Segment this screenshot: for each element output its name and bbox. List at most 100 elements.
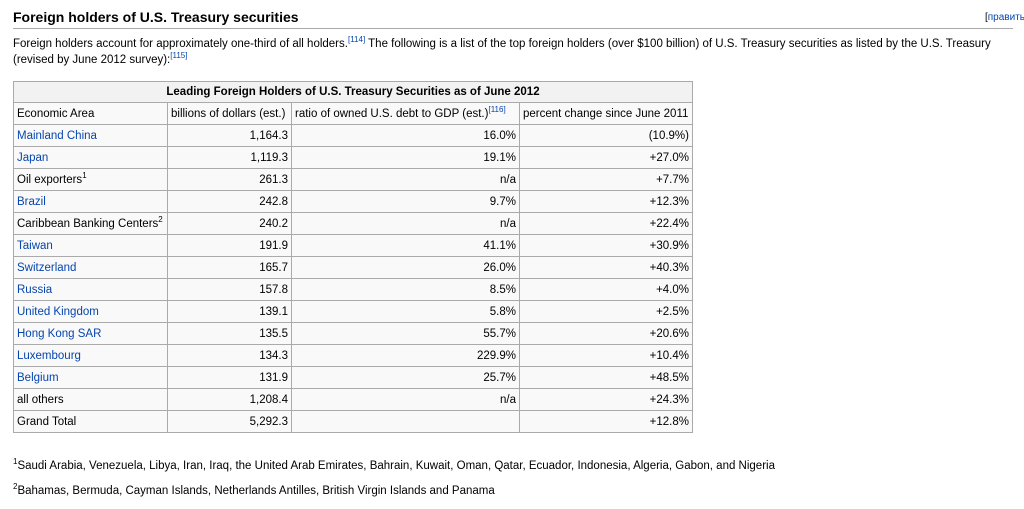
cell-percent-change: +24.3% [519, 388, 693, 411]
footnote-2: 2Bahamas, Bermuda, Cayman Islands, Nethe… [13, 482, 495, 497]
header-economic-area: Economic Area [13, 102, 168, 125]
footnote-1: 1Saudi Arabia, Venezuela, Libya, Iran, I… [13, 457, 775, 472]
table-row-russia: Russia 157.8 8.5% +4.0% [13, 278, 693, 301]
table-row-grand-total: Grand Total 5,292.3 +12.8% [13, 410, 693, 433]
cell-economic-area[interactable]: Belgium [13, 366, 168, 389]
cell-economic-area[interactable]: Switzerland [13, 256, 168, 279]
cell-economic-area[interactable]: Russia [13, 278, 168, 301]
header-ratio: ratio of owned U.S. debt to GDP (est.)[1… [291, 102, 520, 125]
footnote-marker: 2 [158, 214, 163, 224]
cell-billions: 242.8 [167, 190, 292, 213]
footnote-1-text: Saudi Arabia, Venezuela, Libya, Iran, Ir… [17, 460, 775, 472]
intro-paragraph: Foreign holders account for approximatel… [13, 36, 1019, 68]
cell-ratio: 26.0% [291, 256, 520, 279]
edit-section-link[interactable]: [править [984, 12, 1024, 23]
treasury-holders-table: Leading Foreign Holders of U.S. Treasury… [13, 81, 693, 433]
table-row-luxembourg: Luxembourg 134.3 229.9% +10.4% [13, 344, 693, 367]
cell-percent-change: +22.4% [519, 212, 693, 235]
table-caption: Leading Foreign Holders of U.S. Treasury… [13, 81, 693, 103]
cell-billions: 261.3 [167, 168, 292, 191]
cell-economic-area[interactable]: Brazil [13, 190, 168, 213]
cell-economic-area: all others [13, 388, 168, 411]
area-link-taiwan[interactable]: Taiwan [17, 239, 53, 252]
cell-percent-change: +30.9% [519, 234, 693, 257]
cell-economic-area: Grand Total [13, 410, 168, 433]
cell-percent-change: +48.5% [519, 366, 693, 389]
cell-billions: 157.8 [167, 278, 292, 301]
area-link-mainland-china[interactable]: Mainland China [17, 129, 97, 142]
intro-text-1: Foreign holders account for approximatel… [13, 38, 348, 50]
cell-ratio: 16.0% [291, 124, 520, 147]
cell-economic-area[interactable]: Mainland China [13, 124, 168, 147]
cell-economic-area[interactable]: Hong Kong SAR [13, 322, 168, 345]
cell-percent-change: +10.4% [519, 344, 693, 367]
table-row-brazil: Brazil 242.8 9.7% +12.3% [13, 190, 693, 213]
header-ratio-label: ratio of owned U.S. debt to GDP (est.) [295, 107, 489, 120]
cell-economic-area: Caribbean Banking Centers2 [13, 212, 168, 235]
table-row-caribbean-banking-centers: Caribbean Banking Centers2 240.2 n/a +22.4% [13, 212, 693, 235]
footnote-2-mark: 2 [13, 482, 18, 492]
area-label-oil-exporters: Oil exporters [17, 173, 83, 186]
cell-ratio: 8.5% [291, 278, 520, 301]
cell-percent-change: +20.6% [519, 322, 693, 345]
reference-115-link[interactable]: [115] [170, 51, 188, 61]
cell-ratio: n/a [291, 212, 520, 235]
cell-ratio: 229.9% [291, 344, 520, 367]
cell-ratio: 5.8% [291, 300, 520, 323]
footnote-2-text: Bahamas, Bermuda, Cayman Islands, Nether… [17, 485, 495, 497]
area-link-russia[interactable]: Russia [17, 283, 53, 296]
section-title: Foreign holders of U.S. Treasury securit… [13, 9, 299, 25]
cell-economic-area[interactable]: Japan [13, 146, 168, 169]
cell-percent-change: +7.7% [519, 168, 693, 191]
cell-billions: 1,208.4 [167, 388, 292, 411]
table-row-mainland-china: Mainland China 1,164.3 16.0% (10.9%) [13, 124, 693, 147]
area-label-caribbean-banking-centers: Caribbean Banking Centers [17, 217, 159, 230]
intro-text-2: The following is a list of the top forei… [13, 38, 991, 66]
footnote-marker: 1 [82, 170, 87, 180]
cell-economic-area[interactable]: United Kingdom [13, 300, 168, 323]
area-label-grand-total: Grand Total [17, 415, 77, 428]
table-row-belgium: Belgium 131.9 25.7% +48.5% [13, 366, 693, 389]
area-link-switzerland[interactable]: Switzerland [17, 261, 77, 274]
cell-ratio [291, 410, 520, 433]
cell-ratio: n/a [291, 168, 520, 191]
cell-ratio: 41.1% [291, 234, 520, 257]
header-percent-change: percent change since June 2011 [519, 102, 693, 125]
cell-percent-change: +12.8% [519, 410, 693, 433]
cell-billions: 240.2 [167, 212, 292, 235]
area-link-japan[interactable]: Japan [17, 151, 49, 164]
table-row-all-others: all others 1,208.4 n/a +24.3% [13, 388, 693, 411]
cell-billions: 131.9 [167, 366, 292, 389]
cell-ratio: n/a [291, 388, 520, 411]
table-row-united-kingdom: United Kingdom 139.1 5.8% +2.5% [13, 300, 693, 323]
cell-economic-area[interactable]: Luxembourg [13, 344, 168, 367]
reference-114-link[interactable]: [114] [347, 35, 366, 45]
table-row-oil-exporters: Oil exporters1 261.3 n/a +7.7% [13, 168, 693, 191]
area-link-belgium[interactable]: Belgium [17, 371, 59, 384]
area-link-united-kingdom[interactable]: United Kingdom [17, 305, 99, 318]
footnote-1-mark: 1 [13, 457, 18, 467]
area-link-luxembourg[interactable]: Luxembourg [17, 349, 81, 362]
area-link-brazil[interactable]: Brazil [17, 195, 46, 208]
cell-economic-area[interactable]: Taiwan [13, 234, 168, 257]
cell-billions: 139.1 [167, 300, 292, 323]
table-header-row: Economic Area billions of dollars (est.)… [13, 102, 693, 125]
cell-billions: 134.3 [167, 344, 292, 367]
edit-link-text[interactable]: править [987, 12, 1024, 23]
cell-percent-change: +4.0% [519, 278, 693, 301]
cell-ratio: 19.1% [291, 146, 520, 169]
cell-percent-change: +12.3% [519, 190, 693, 213]
cell-billions: 165.7 [167, 256, 292, 279]
cell-billions: 1,119.3 [167, 146, 292, 169]
table-row-japan: Japan 1,119.3 19.1% +27.0% [13, 146, 693, 169]
table-row-taiwan: Taiwan 191.9 41.1% +30.9% [13, 234, 693, 257]
cell-ratio: 25.7% [291, 366, 520, 389]
cell-percent-change: +40.3% [519, 256, 693, 279]
reference-116-link[interactable]: [116] [488, 104, 506, 114]
cell-percent-change: +27.0% [519, 146, 693, 169]
area-link-hong-kong-sar[interactable]: Hong Kong SAR [17, 327, 102, 340]
cell-ratio: 9.7% [291, 190, 520, 213]
cell-billions: 135.5 [167, 322, 292, 345]
cell-economic-area: Oil exporters1 [13, 168, 168, 191]
cell-ratio: 55.7% [291, 322, 520, 345]
